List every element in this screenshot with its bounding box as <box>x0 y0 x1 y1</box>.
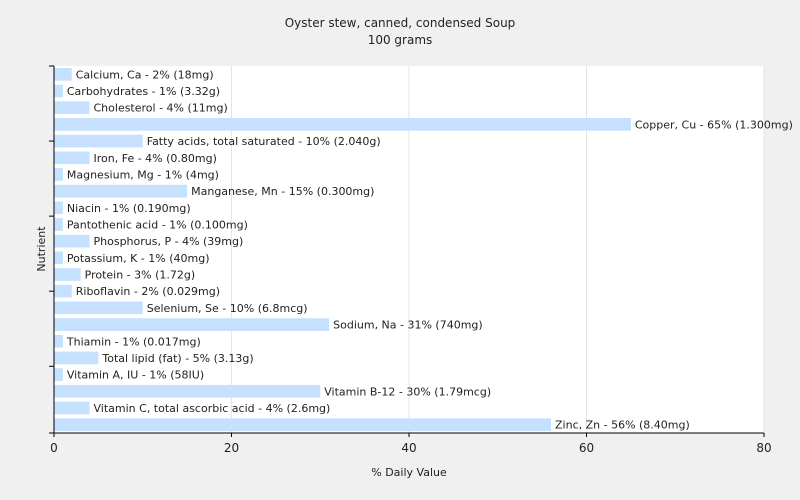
bar <box>54 284 72 298</box>
bar-label: Magnesium, Mg - 1% (4mg) <box>67 168 219 181</box>
bar <box>54 84 63 98</box>
bar-label: Vitamin C, total ascorbic acid - 4% (2.6… <box>94 402 331 415</box>
bar <box>54 351 99 365</box>
x-tick-label: 0 <box>50 441 58 455</box>
bar-label: Potassium, K - 1% (40mg) <box>67 252 210 265</box>
bar <box>54 401 90 415</box>
bar <box>54 384 321 398</box>
bar <box>54 201 63 215</box>
bar-label: Protein - 3% (1.72g) <box>85 269 196 282</box>
bar <box>54 234 90 248</box>
bar-label: Calcium, Ca - 2% (18mg) <box>76 68 214 81</box>
bar <box>54 218 63 231</box>
bar <box>54 251 63 265</box>
bar <box>54 334 63 348</box>
bar-label: Iron, Fe - 4% (0.80mg) <box>94 152 217 165</box>
bar-label: Vitamin B-12 - 30% (1.79mcg) <box>324 385 491 398</box>
chart-subtitle: 100 grams <box>368 33 433 47</box>
bar-label: Selenium, Se - 10% (6.8mcg) <box>147 302 308 315</box>
bar-label: Total lipid (fat) - 5% (3.13g) <box>101 352 253 365</box>
bar-label: Niacin - 1% (0.190mg) <box>67 202 191 215</box>
bar-label: Manganese, Mn - 15% (0.300mg) <box>191 185 374 198</box>
bar <box>54 101 90 115</box>
bar-label: Cholesterol - 4% (11mg) <box>94 102 228 115</box>
bar-label: Fatty acids, total saturated - 10% (2.04… <box>147 135 381 148</box>
bar-label: Zinc, Zn - 56% (8.40mg) <box>555 419 690 432</box>
x-tick-label: 20 <box>224 441 239 455</box>
bar-label: Sodium, Na - 31% (740mg) <box>333 319 483 332</box>
bar <box>54 151 90 165</box>
bar <box>54 418 551 431</box>
bar <box>54 368 63 381</box>
bar <box>54 301 143 315</box>
bar <box>54 184 188 198</box>
bar <box>54 268 81 281</box>
y-axis-title: Nutrient <box>35 226 48 272</box>
bar <box>54 118 631 131</box>
chart-title: Oyster stew, canned, condensed Soup <box>285 16 516 30</box>
bar-label: Vitamin A, IU - 1% (58IU) <box>67 369 204 382</box>
bar-label: Thiamin - 1% (0.017mg) <box>66 335 201 348</box>
bar-label: Copper, Cu - 65% (1.300mg) <box>635 118 793 131</box>
bar <box>54 68 72 81</box>
bar-label: Carbohydrates - 1% (3.32g) <box>67 85 220 98</box>
bars: Calcium, Ca - 2% (18mg) Carbohydrates - 1… <box>54 68 793 432</box>
bar-label: Pantothenic acid - 1% (0.100mg) <box>67 218 248 231</box>
x-tick-label: 80 <box>756 441 771 455</box>
x-tick-label: 60 <box>579 441 594 455</box>
bar <box>54 134 143 148</box>
x-axis-title: % Daily Value <box>371 466 447 479</box>
bar <box>54 168 63 181</box>
bar-label: Phosphorus, P - 4% (39mg) <box>94 235 244 248</box>
x-tick-label: 40 <box>401 441 416 455</box>
bar <box>54 318 330 331</box>
axes: 0 20 40 60 80 <box>49 65 772 455</box>
bar-label: Riboflavin - 2% (0.029mg) <box>76 285 220 298</box>
